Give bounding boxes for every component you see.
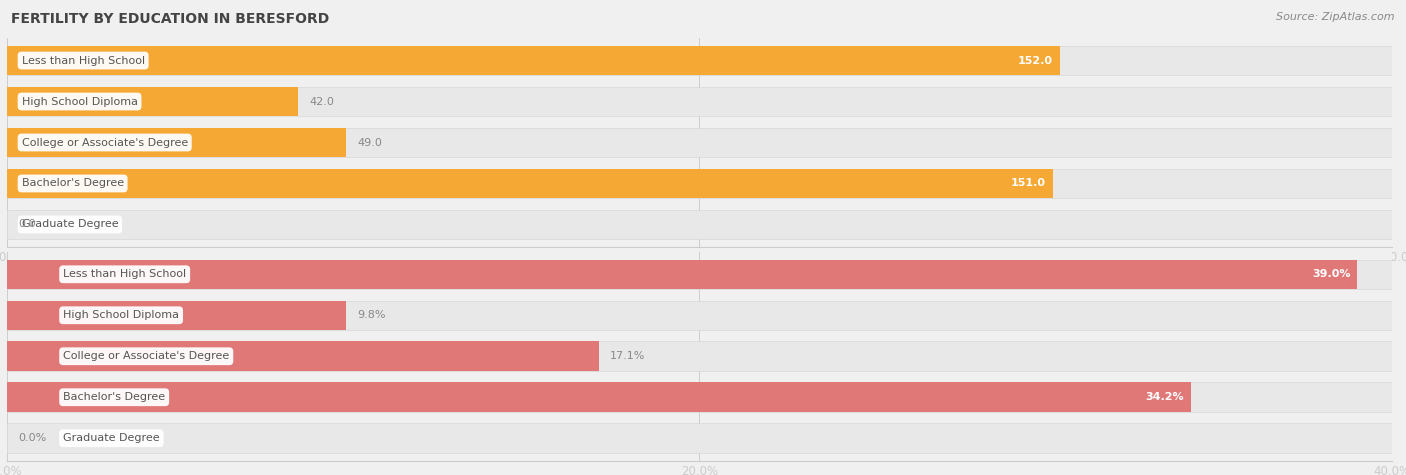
Text: Graduate Degree: Graduate Degree — [63, 433, 160, 443]
Bar — [7, 46, 1060, 76]
Text: 49.0: 49.0 — [357, 137, 382, 148]
Text: Source: ZipAtlas.com: Source: ZipAtlas.com — [1277, 12, 1395, 22]
Text: 152.0: 152.0 — [1018, 56, 1053, 66]
Bar — [7, 209, 1392, 239]
Bar — [7, 169, 1053, 198]
Text: 39.0%: 39.0% — [1312, 269, 1350, 279]
Text: 34.2%: 34.2% — [1146, 392, 1184, 402]
Bar — [7, 46, 1392, 76]
Bar — [7, 87, 298, 116]
Text: 0.0: 0.0 — [18, 219, 35, 229]
Text: College or Associate's Degree: College or Associate's Degree — [63, 351, 229, 361]
Bar — [7, 301, 346, 330]
Text: Graduate Degree: Graduate Degree — [21, 219, 118, 229]
Text: 0.0%: 0.0% — [18, 433, 46, 443]
Bar — [7, 423, 1392, 453]
Text: College or Associate's Degree: College or Associate's Degree — [21, 137, 188, 148]
Bar — [7, 342, 599, 371]
Text: 9.8%: 9.8% — [357, 310, 385, 320]
Text: High School Diploma: High School Diploma — [21, 96, 138, 106]
Text: High School Diploma: High School Diploma — [63, 310, 179, 320]
Text: 42.0: 42.0 — [309, 96, 333, 106]
Bar — [7, 128, 1392, 157]
Text: Bachelor's Degree: Bachelor's Degree — [63, 392, 166, 402]
Bar — [7, 301, 1392, 330]
Text: FERTILITY BY EDUCATION IN BERESFORD: FERTILITY BY EDUCATION IN BERESFORD — [11, 12, 329, 26]
Bar — [7, 382, 1191, 412]
Bar — [7, 342, 1392, 371]
Bar — [7, 169, 1392, 198]
Bar — [7, 128, 346, 157]
Text: 17.1%: 17.1% — [610, 351, 645, 361]
Text: 151.0: 151.0 — [1011, 179, 1046, 189]
Text: Bachelor's Degree: Bachelor's Degree — [21, 179, 124, 189]
Text: Less than High School: Less than High School — [63, 269, 186, 279]
Text: Less than High School: Less than High School — [21, 56, 145, 66]
Bar — [7, 87, 1392, 116]
Bar — [7, 259, 1357, 289]
Bar — [7, 259, 1392, 289]
Bar — [7, 382, 1392, 412]
